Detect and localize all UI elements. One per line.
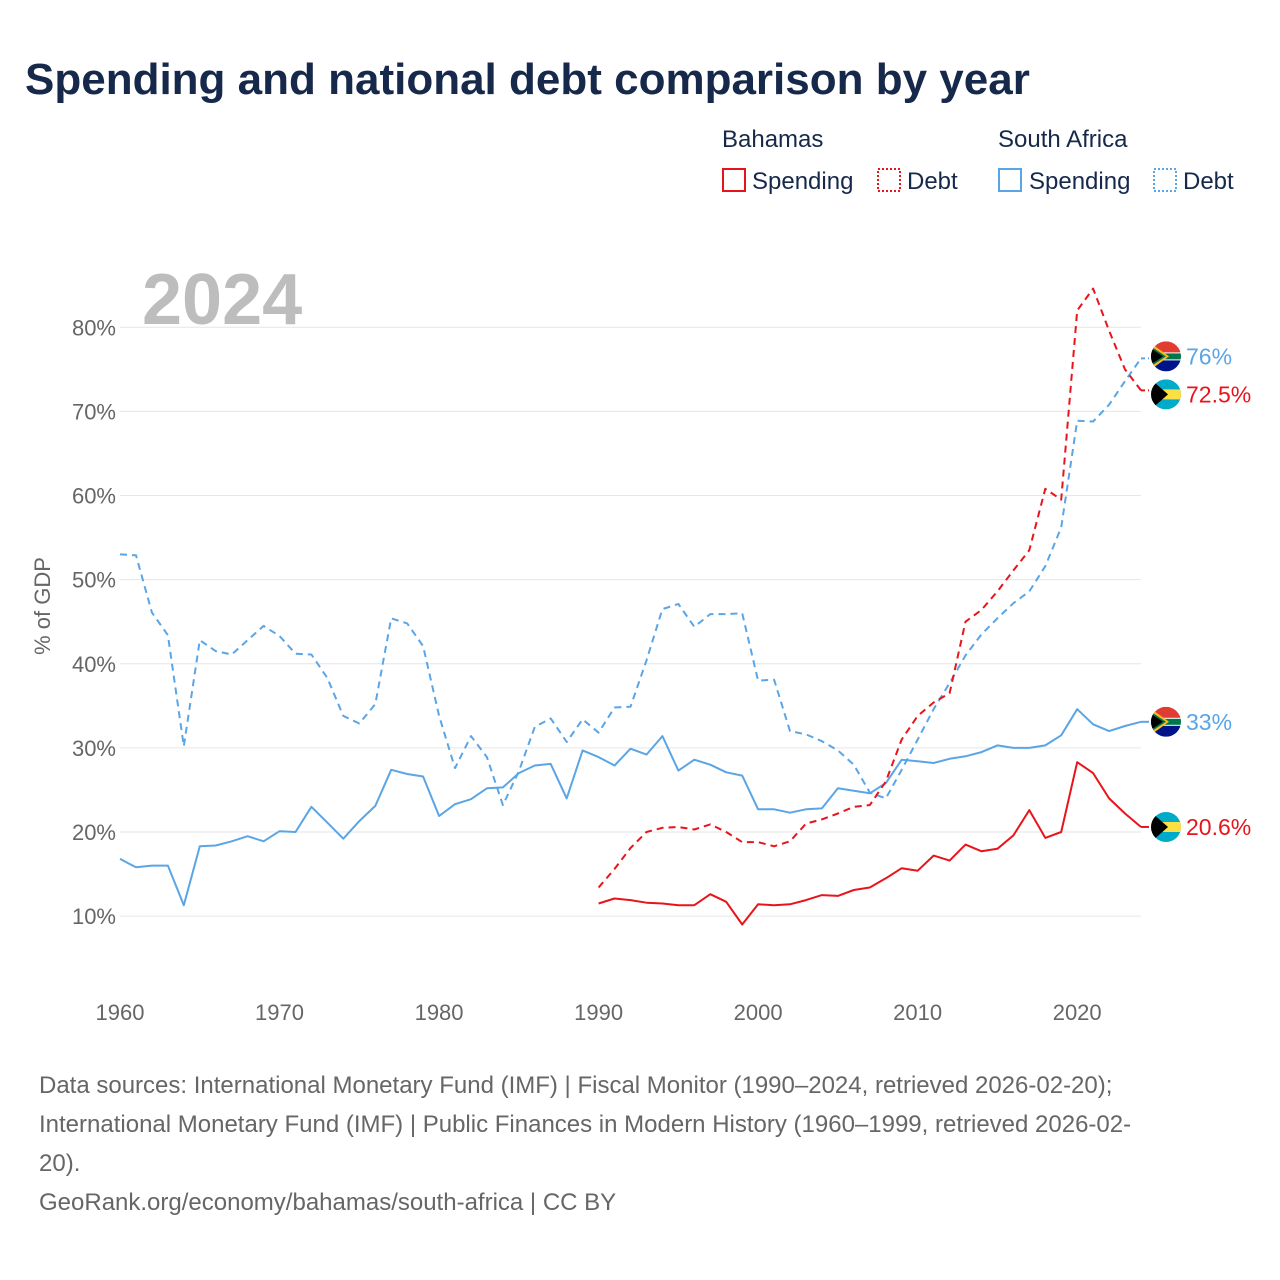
legend-swatch-bahamas-debt[interactable] — [877, 168, 901, 192]
legend-country-bahamas: Bahamas — [722, 126, 823, 153]
y-tick-label: 70% — [72, 399, 116, 424]
year-watermark: 2024 — [142, 260, 302, 340]
x-tick-label: 1980 — [415, 1000, 464, 1025]
source-line-2: International Monetary Fund (IMF) | Publ… — [39, 1111, 1131, 1138]
legend-swatch-south-africa-debt[interactable] — [1153, 168, 1177, 192]
y-tick-label: 10% — [72, 904, 116, 929]
legend-label-bahamas-debt[interactable]: Debt — [907, 168, 958, 195]
legend: Bahamas South Africa Spending Debt Spend… — [722, 126, 1234, 195]
legend-swatch-south-africa-spending[interactable] — [998, 168, 1022, 192]
x-axis: 1960 1970 1980 1990 2000 2010 2020 — [96, 1000, 1102, 1025]
bahamas-flag — [1151, 379, 1181, 410]
end-label-bs_debt: 72.5% — [1186, 381, 1251, 407]
bahamas-flag — [1151, 812, 1181, 842]
legend-label-south-africa-spending[interactable]: Spending — [1029, 168, 1130, 195]
source-link[interactable]: GeoRank.org/economy/bahamas/south-africa… — [39, 1189, 616, 1216]
x-tick-label: 2000 — [734, 1000, 783, 1025]
line-sa_debt[interactable] — [119, 357, 1142, 807]
x-tick-label: 2010 — [893, 1000, 942, 1025]
line-sa_spending[interactable] — [119, 708, 1142, 907]
x-tick-label: 1970 — [255, 1000, 304, 1025]
x-tick-label: 1960 — [96, 1000, 145, 1025]
legend-label-south-africa-debt[interactable]: Debt — [1183, 168, 1234, 195]
y-tick-label: 60% — [72, 484, 116, 509]
source-line-3: 20). — [39, 1150, 80, 1177]
end-label-sa_spending: 33% — [1186, 709, 1232, 735]
line-bs_spending[interactable] — [598, 761, 1142, 926]
source-line-1: Data sources: International Monetary Fun… — [39, 1072, 1112, 1099]
y-tick-label: 40% — [72, 652, 116, 677]
y-axis-label: % of GDP — [30, 557, 55, 655]
y-tick-label: 80% — [72, 315, 116, 340]
x-tick-label: 2020 — [1053, 1000, 1102, 1025]
end-label-bs_spending: 20.6% — [1186, 814, 1251, 840]
south-africa-flag — [1151, 341, 1181, 372]
line-bs_debt[interactable] — [597, 287, 1142, 889]
y-tick-label: 20% — [72, 820, 116, 845]
x-tick-label: 1990 — [574, 1000, 623, 1025]
end-label-sa_debt: 76% — [1186, 343, 1232, 369]
y-tick-label: 30% — [72, 736, 116, 761]
legend-label-bahamas-spending[interactable]: Spending — [752, 168, 853, 195]
y-axis: 10% 20% 30% 40% 50% 60% 70% 80% — [72, 315, 116, 929]
y-tick-label: 50% — [72, 568, 116, 593]
chart-title: Spending and national debt comparison by… — [25, 55, 1030, 104]
south-africa-flag — [1151, 706, 1181, 737]
legend-swatch-bahamas-spending[interactable] — [722, 168, 746, 192]
gridlines — [120, 326, 1141, 917]
series-lines — [119, 287, 1149, 926]
legend-country-south-africa: South Africa — [998, 126, 1128, 153]
sources: Data sources: International Monetary Fun… — [39, 1072, 1131, 1216]
end-labels: 76% 72.5% 33% 20.6% — [1151, 341, 1251, 842]
